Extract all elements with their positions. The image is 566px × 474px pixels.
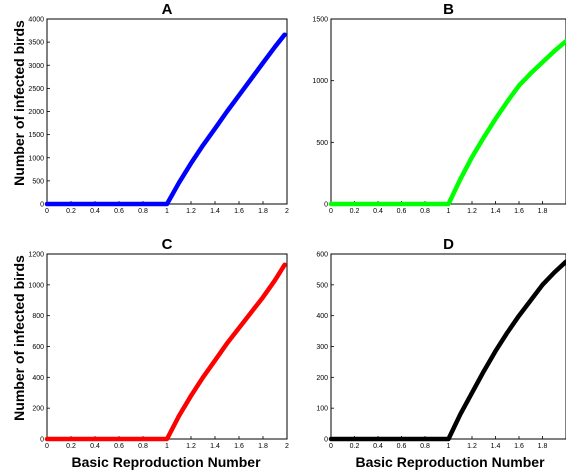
x-tick-label-a: 0 [45,208,49,215]
y-tick-label-c: 200 [32,406,44,413]
x-tick-label-a: 1 [165,208,169,215]
x-tick-label-a: 0.6 [114,208,124,215]
x-tick-label-c: 0.2 [66,443,76,450]
x-tick-label-b: 0.8 [420,208,430,215]
y-tick-label-b: 1500 [312,17,328,24]
series-line-a [44,32,287,207]
x-tick-label-b: 1.6 [514,208,524,215]
x-tick-label-c: 1 [165,443,169,450]
y-tick-label-b: 500 [316,140,328,147]
x-tick-label-c: 1.8 [258,443,268,450]
ylabel-bottom: Number of infected birds [11,255,27,421]
y-tick-label-a: 4000 [28,17,44,24]
x-tick-label-c: 1.2 [186,443,196,450]
y-tick-label-a: 2500 [28,86,44,93]
panel-c: C 0 0.2 0.4 0.6 0.8 1 1.2 1.4 1.6 1.8 2 0 200 400 600 80… [28,236,289,450]
x-tick-label-a: 0.8 [138,208,148,215]
x-tick-label-b: 0.4 [373,208,383,215]
x-tick-label-b: 0.6 [397,208,407,215]
series-line-b [328,38,566,207]
x-tick-label-c: 0.6 [114,443,124,450]
x-tick-label-b: 1.2 [467,208,477,215]
y-tick-label-a: 3500 [28,40,44,47]
x-tick-label-d: 0.6 [397,443,407,450]
x-tick-label-b: 1 [447,208,451,215]
y-tick-label-d: 500 [316,282,328,289]
chart-title-c: C [162,236,173,253]
y-tick-label-d: 300 [316,344,328,351]
plot-frame-c [46,253,288,440]
series-line-d [328,259,566,442]
y-tick-label-c: 1200 [28,252,44,259]
xlabel-left: Basic Reproduction Number [71,454,261,470]
x-tick-label-a: 0.4 [90,208,100,215]
x-tick-label-a: 1.2 [186,208,196,215]
y-tick-label-a: 3000 [28,63,44,70]
xlabel-right: Basic Reproduction Number [355,454,545,470]
x-tick-label-b: 1.4 [491,208,501,215]
x-tick-label-c: 2 [285,443,289,450]
y-tick-label-c: 400 [32,375,44,382]
x-tick-label-c: 1.6 [234,443,244,450]
x-tick-label-c: 0.8 [138,443,148,450]
y-tick-label-c: 600 [32,344,44,351]
plot-frame-a [46,18,288,205]
y-tick-label-d: 200 [316,375,328,382]
y-tick-label-a: 0 [40,202,44,209]
ylabel-top: Number of infected birds [11,20,27,186]
y-tick-label-c: 0 [40,437,44,444]
x-tick-label-c: 1.4 [210,443,220,450]
y-tick-label-d: 100 [316,406,328,413]
x-tick-label-d: 1.4 [491,443,501,450]
series-line-c [44,262,287,442]
plot-frame-b [330,18,566,205]
plot-frame-d [330,253,566,440]
x-tick-label-a: 2 [285,208,289,215]
x-tick-label-c: 0 [45,443,49,450]
x-tick-label-c: 0.4 [90,443,100,450]
y-tick-label-a: 1000 [28,155,44,162]
x-tick-label-d: 0.4 [373,443,383,450]
y-tick-label-b: 1000 [312,78,328,85]
x-tick-label-d: 0.8 [420,443,430,450]
chart-title-a: A [162,1,173,18]
x-tick-label-a: 1.4 [210,208,220,215]
y-tick-label-b: 0 [324,202,328,209]
chart-title-b: B [443,1,454,18]
y-tick-label-d: 400 [316,313,328,320]
y-tick-label-c: 800 [32,313,44,320]
x-tick-label-d: 1.8 [538,443,548,450]
panel-b: B 0 0.2 0.4 0.6 0.8 1 1.2 1.4 1.6 1.8 0 500 1000 1500 [312,1,566,215]
x-tick-label-d: 1 [447,443,451,450]
y-tick-label-c: 1000 [28,282,44,289]
panel-a: A 0 0.2 0.4 0.6 0.8 1 1.2 1.4 1.6 1.8 2 0 500 1000 1500… [28,1,289,215]
panel-d: D 0 0.2 0.4 0.6 0.8 1 1.2 1.4 1.6 1.8 0 100 200 300 400… [316,236,566,450]
x-tick-label-d: 1.6 [514,443,524,450]
x-tick-label-a: 1.8 [258,208,268,215]
x-tick-label-d: 0 [329,443,333,450]
x-tick-label-d: 0.2 [350,443,360,450]
x-tick-label-d: 1.2 [467,443,477,450]
y-tick-label-d: 600 [316,252,328,259]
y-tick-label-a: 1500 [28,132,44,139]
y-tick-label-a: 2000 [28,109,44,116]
y-tick-label-a: 500 [32,178,44,185]
x-tick-label-a: 1.6 [234,208,244,215]
x-tick-label-a: 0.2 [66,208,76,215]
chart-title-d: D [443,236,454,253]
x-tick-label-b: 0.2 [350,208,360,215]
x-tick-label-b: 1.8 [538,208,548,215]
y-tick-label-d: 0 [324,437,328,444]
x-tick-label-b: 0 [329,208,333,215]
